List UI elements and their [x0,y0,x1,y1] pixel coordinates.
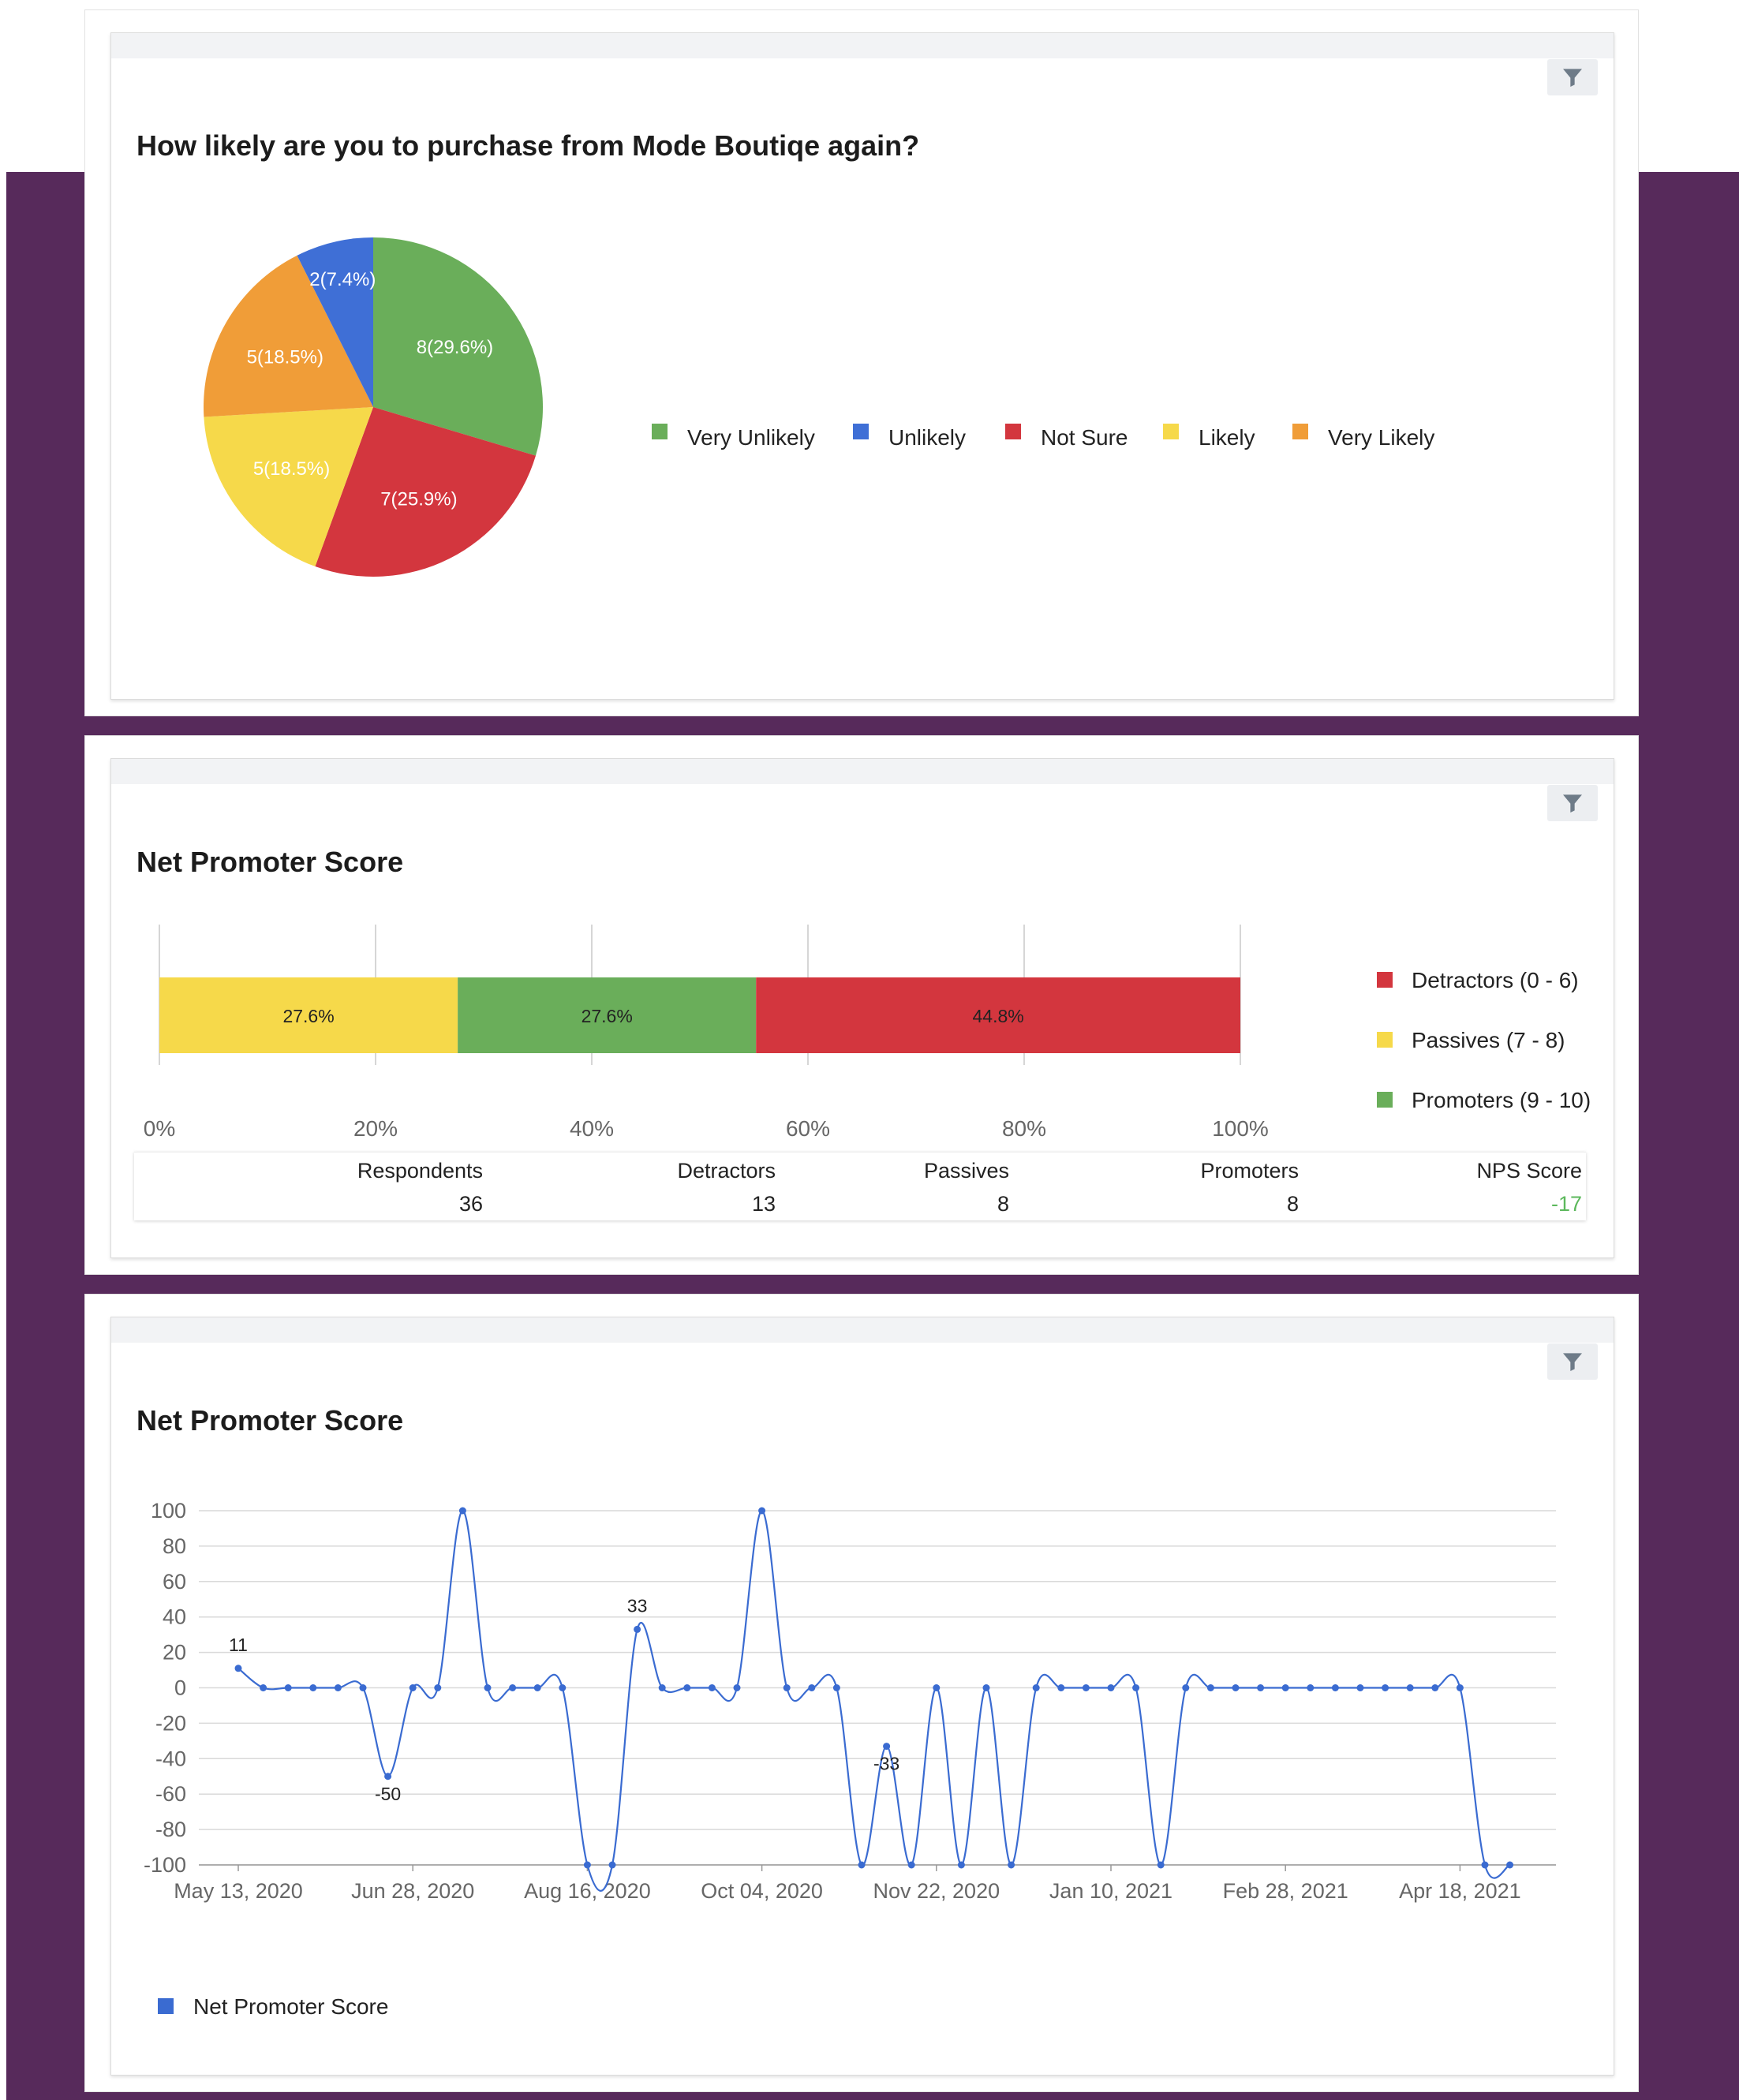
nps-line-card: Net Promoter Score [84,1294,1639,2092]
stat-label-respondents: Respondents [357,1159,483,1183]
stat-label-promoters: Promoters [1200,1159,1299,1183]
pie-slice-not-sure [315,407,536,577]
pie-legend-swatch [1005,424,1021,439]
filter-icon [1563,69,1582,87]
pie-chart-title: How likely are you to purchase from Mode… [137,129,920,162]
pie-slice-very-likely [204,255,373,417]
stat-value-detractors: 13 [751,1192,776,1216]
nps-stats-table: Respondents Detractors Passives Promoter… [134,1152,1586,1220]
filter-button[interactable] [1547,1343,1598,1380]
pie-chart: 8(29.6%) 7(25.9%) 5(18.5%) 5(18.5%) 2(7.4%) V… [204,237,1434,577]
pie-data-label: 7(25.9%) [380,488,457,510]
filter-button[interactable] [1547,785,1598,821]
filter-button[interactable] [1547,59,1598,95]
pie-chart-card: How likely are you to purchase from Mode… [84,9,1639,716]
pie-legend-label: Not Sure [1041,425,1128,450]
panel-header [111,759,1614,784]
pie-legend-swatch [853,424,869,439]
stat-value-nps-score: -17 [1550,1192,1582,1216]
pie-slice-very-unlikely [373,237,543,456]
stat-label-detractors: Detractors [677,1159,776,1183]
pie-slice-unlikely [297,237,373,407]
filter-icon [1563,1353,1582,1371]
pie-data-label: 5(18.5%) [253,458,330,480]
stat-value-passives: 8 [997,1192,1009,1216]
panel-header [111,1317,1614,1343]
pie-legend-swatch [652,424,668,439]
stat-value-respondents: 36 [458,1192,483,1216]
stat-label-passives: Passives [923,1159,1009,1183]
pie-slice-likely [204,407,373,567]
pie-data-label: 2(7.4%) [309,269,376,290]
pie-data-label: 8(29.6%) [417,337,493,358]
panel-header [111,33,1614,58]
nps-line-panel: Net Promoter Score [110,1317,1614,2076]
stat-label-nps-score: NPS Score [1476,1159,1582,1183]
nps-bar-title: Net Promoter Score [137,846,404,878]
pie-legend-swatch [1163,424,1179,439]
nps-line-title: Net Promoter Score [137,1404,404,1437]
pie-legend-label: Unlikely [888,425,966,450]
pie-legend-swatch [1292,424,1308,439]
stat-value-promoters: 8 [1286,1192,1299,1216]
pie-legend-label: Likely [1199,425,1255,450]
pie-data-label: 5(18.5%) [247,347,323,368]
filter-icon [1563,794,1582,813]
pie-legend-label: Very Unlikely [687,425,815,450]
pie-legend-label: Very Likely [1328,425,1434,450]
